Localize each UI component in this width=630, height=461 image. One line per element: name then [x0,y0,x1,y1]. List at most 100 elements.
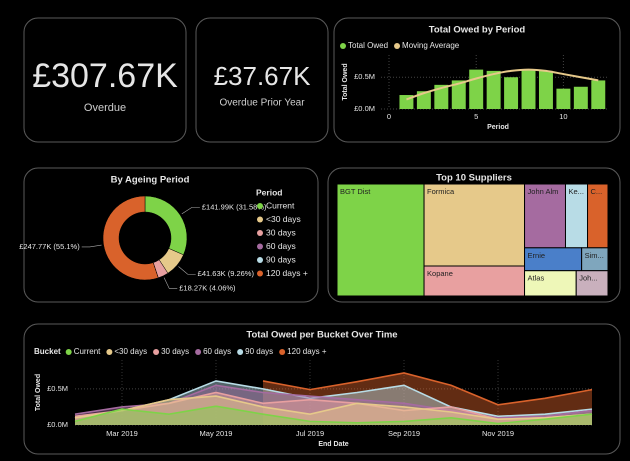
treemap-label: Formica [427,187,455,196]
area-line [74,395,593,421]
legend-label: Current [74,347,101,356]
x-tick-label: 0 [387,112,391,121]
bar [573,86,588,109]
legend-title: Bucket [34,347,61,356]
legend-swatch [340,43,346,49]
x-tick-label: Mar 2019 [106,429,138,438]
legend-label: <30 days [114,347,147,356]
area-line [74,405,593,425]
bar [556,88,571,109]
legend-label: Total Owed [348,41,388,50]
legend-swatch [279,349,286,355]
treemap-cell [524,183,566,249]
legend-swatch [257,216,263,223]
treemap-cell [423,183,526,267]
leader-line [181,207,200,215]
legend-label: <30 days [266,214,301,224]
x-tick-label: 10 [559,112,567,121]
legend-swatch [195,349,202,355]
area [263,373,592,425]
legend-swatch [257,230,263,236]
x-tick-label: Jul 2019 [296,429,324,438]
legend-swatch [65,349,72,355]
donut-slice [102,195,159,281]
kpi-value: £307.67K [32,57,178,95]
chart-title: Total Owed by Period [429,25,526,36]
y-tick-label: £0.0M [354,104,375,113]
legend-swatch [257,203,263,209]
legend-label: 90 days [245,347,273,356]
data-label: £18.27K (4.06%) [179,283,236,292]
legend-swatch [257,243,263,250]
data-label: £247.77K (55.1%) [19,242,80,251]
legend-swatch [394,43,401,49]
data-label: £141.99K (31.58%) [202,202,267,211]
x-tick-label: Sep 2019 [388,429,420,438]
x-tick-label: 5 [474,112,478,121]
data-label: £41.63K (9.26%) [198,269,255,278]
chart-title: Top 10 Suppliers [436,173,512,184]
x-axis-title: Period [487,124,509,131]
area [75,406,592,425]
legend-label: 120 days + [287,347,327,356]
bar [504,77,519,109]
treemap-label: Kopane [427,269,453,278]
treemap-label: Joh... [579,274,597,283]
legend-label: Moving Average [402,41,460,50]
bar [416,91,431,109]
legend-swatch [257,270,263,277]
card-panel [195,17,329,143]
legend-swatch [153,349,160,355]
bar [434,84,449,109]
bar [521,69,536,109]
y-tick-label: £0.5M [354,72,375,81]
chart-title: By Ageing Period [111,175,190,186]
treemap-cell [575,270,609,297]
leader-line [81,244,102,248]
legend-swatch [237,349,244,355]
legend-label: 30 days [266,227,296,237]
treemap-label: Atlas [528,274,545,283]
legend-label: 90 days [266,254,296,264]
x-tick-label: Nov 2019 [482,429,514,438]
line [406,68,599,101]
y-tick-label: £0.0M [47,420,68,429]
y-tick-label: £0.5M [47,384,68,393]
treemap-label: C... [591,187,603,196]
bar [591,80,606,109]
treemap-label: Ke... [568,187,583,196]
legend-label: Current [266,200,295,210]
kpi-value: £37.67K [214,61,312,91]
legend-swatch [106,349,113,355]
kpi-label: Overdue [84,102,126,114]
treemap-cell [336,183,425,297]
treemap-label: BGT Dist [340,187,371,196]
bar [486,70,501,109]
area [75,396,592,425]
leader-line [163,277,178,289]
y-axis-title: Total Owed [342,63,349,100]
leader-line [178,266,196,275]
bar [538,70,553,109]
treemap-label: Ernie [528,251,546,260]
legend-label: 120 days + [266,268,308,278]
kpi-label: Overdue Prior Year [219,98,305,109]
treemap-label: Sim... [585,251,604,260]
x-axis-title: End Date [318,441,348,448]
area-line [262,372,593,406]
chart-title: Total Owed per Bucket Over Time [246,330,397,341]
legend-title: Period [256,187,282,197]
legend-label: 30 days [161,347,189,356]
legend-label: 60 days [203,347,231,356]
legend-label: 60 days [266,241,296,251]
treemap-cell [524,270,577,297]
x-tick-label: May 2019 [200,429,233,438]
bar [469,69,484,109]
bar [451,80,466,109]
legend-swatch [257,257,263,263]
card-panel [23,17,187,143]
y-axis-title: Total Owed [35,374,42,411]
treemap-cell [423,265,526,297]
treemap-label: John Alm [528,187,559,196]
